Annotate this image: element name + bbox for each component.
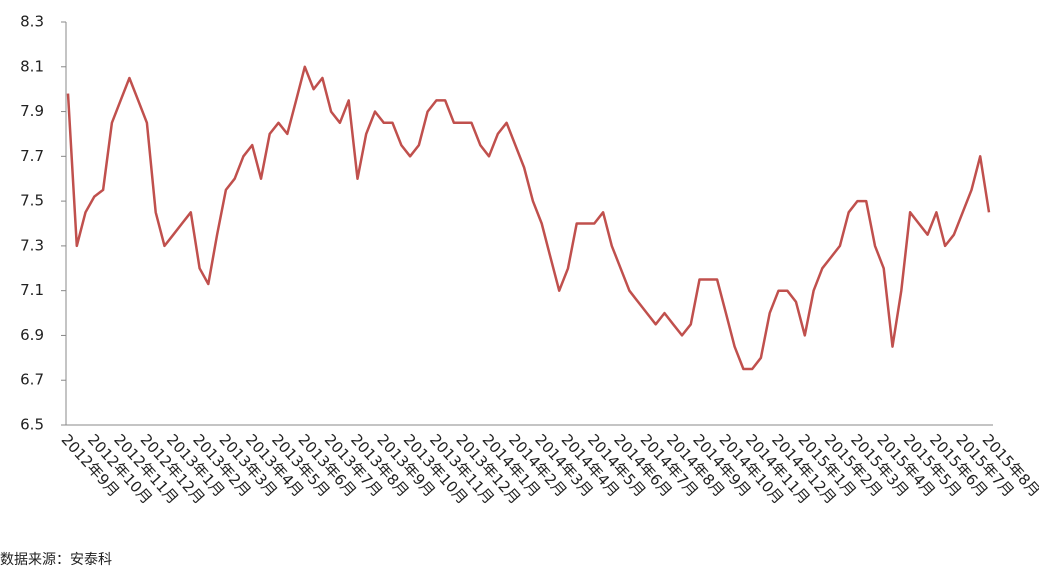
y-tick-label: 7.1	[20, 281, 44, 299]
y-tick-label: 6.9	[20, 326, 44, 344]
source-note: 数据来源：安泰科	[0, 552, 112, 568]
line-series	[66, 65, 991, 371]
y-tick-label: 8.1	[20, 57, 44, 75]
y-tick-label: 6.7	[20, 371, 44, 389]
y-tick-label: 7.9	[20, 102, 44, 120]
y-tick-label: 7.5	[20, 192, 44, 210]
y-tick-label: 8.3	[20, 13, 44, 31]
y-tick-label: 6.5	[20, 416, 44, 434]
y-tick-label: 7.3	[20, 236, 44, 254]
y-tick-label: 7.7	[20, 147, 44, 165]
